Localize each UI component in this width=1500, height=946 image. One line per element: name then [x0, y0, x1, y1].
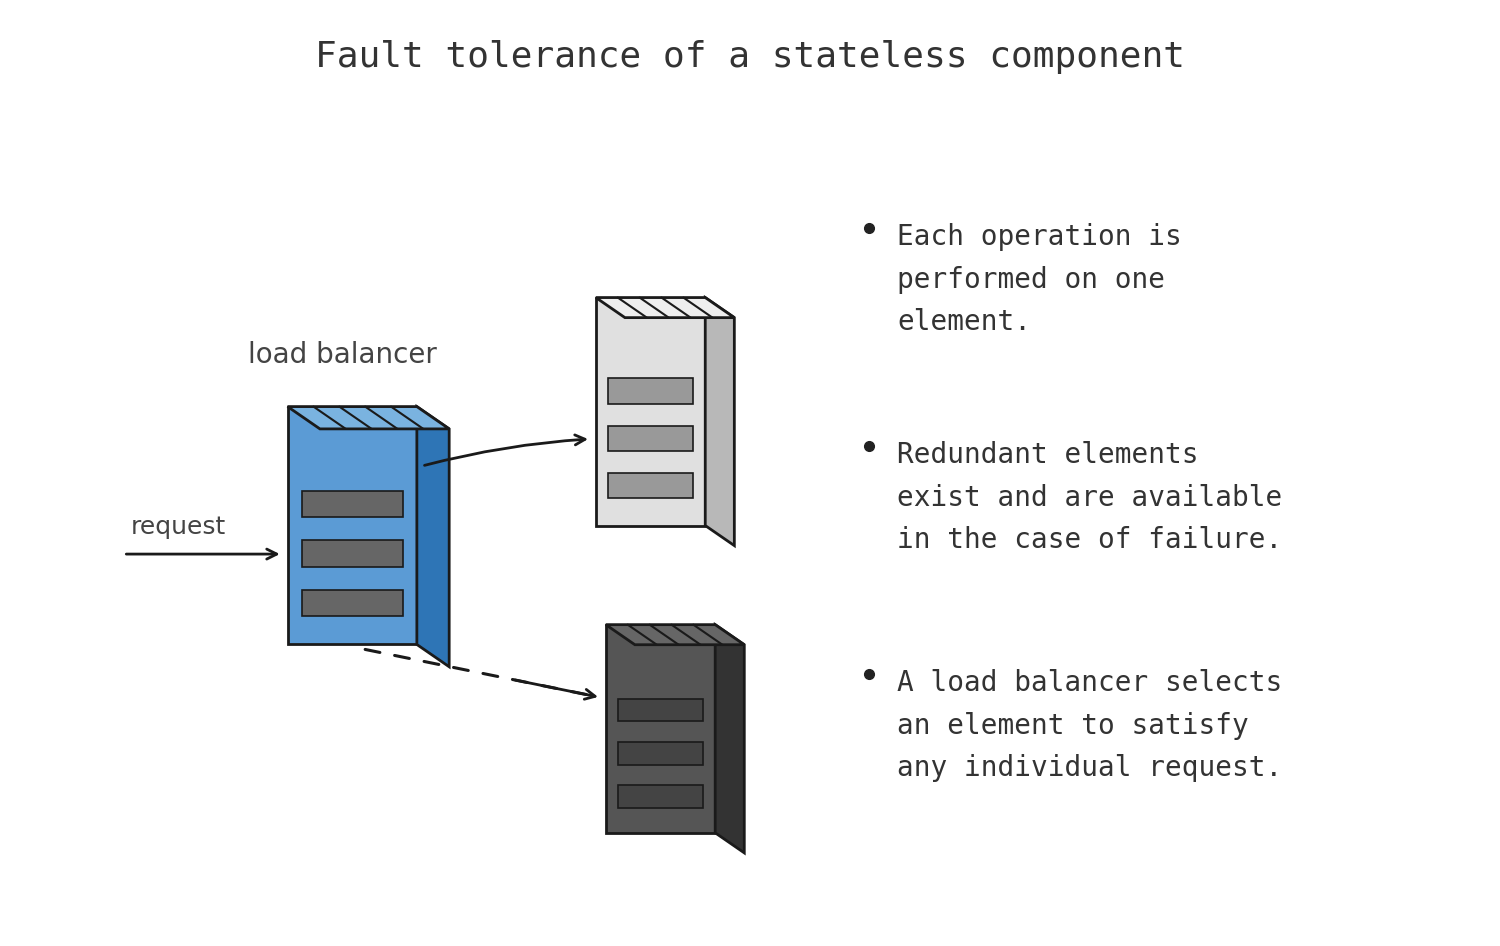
Text: Each operation is
performed on one
element.: Each operation is performed on one eleme…: [897, 223, 1182, 336]
Polygon shape: [618, 742, 704, 764]
Polygon shape: [606, 624, 715, 832]
Text: request: request: [130, 516, 226, 539]
Polygon shape: [608, 426, 693, 451]
Polygon shape: [618, 785, 704, 808]
Text: load balancer: load balancer: [248, 342, 436, 370]
Polygon shape: [596, 298, 705, 526]
Polygon shape: [596, 298, 735, 318]
Polygon shape: [302, 540, 402, 567]
Text: Redundant elements
exist and are available
in the case of failure.: Redundant elements exist and are availab…: [897, 441, 1282, 553]
Polygon shape: [302, 589, 402, 616]
Text: Fault tolerance of a stateless component: Fault tolerance of a stateless component: [315, 40, 1185, 74]
Polygon shape: [288, 407, 417, 644]
Text: A load balancer selects
an element to satisfy
any individual request.: A load balancer selects an element to sa…: [897, 669, 1282, 781]
Polygon shape: [705, 298, 735, 546]
Polygon shape: [606, 624, 744, 645]
Polygon shape: [288, 407, 448, 429]
Polygon shape: [716, 624, 744, 853]
Polygon shape: [608, 378, 693, 404]
Polygon shape: [608, 473, 693, 499]
Polygon shape: [618, 698, 704, 722]
Polygon shape: [302, 491, 402, 517]
Polygon shape: [417, 407, 448, 667]
